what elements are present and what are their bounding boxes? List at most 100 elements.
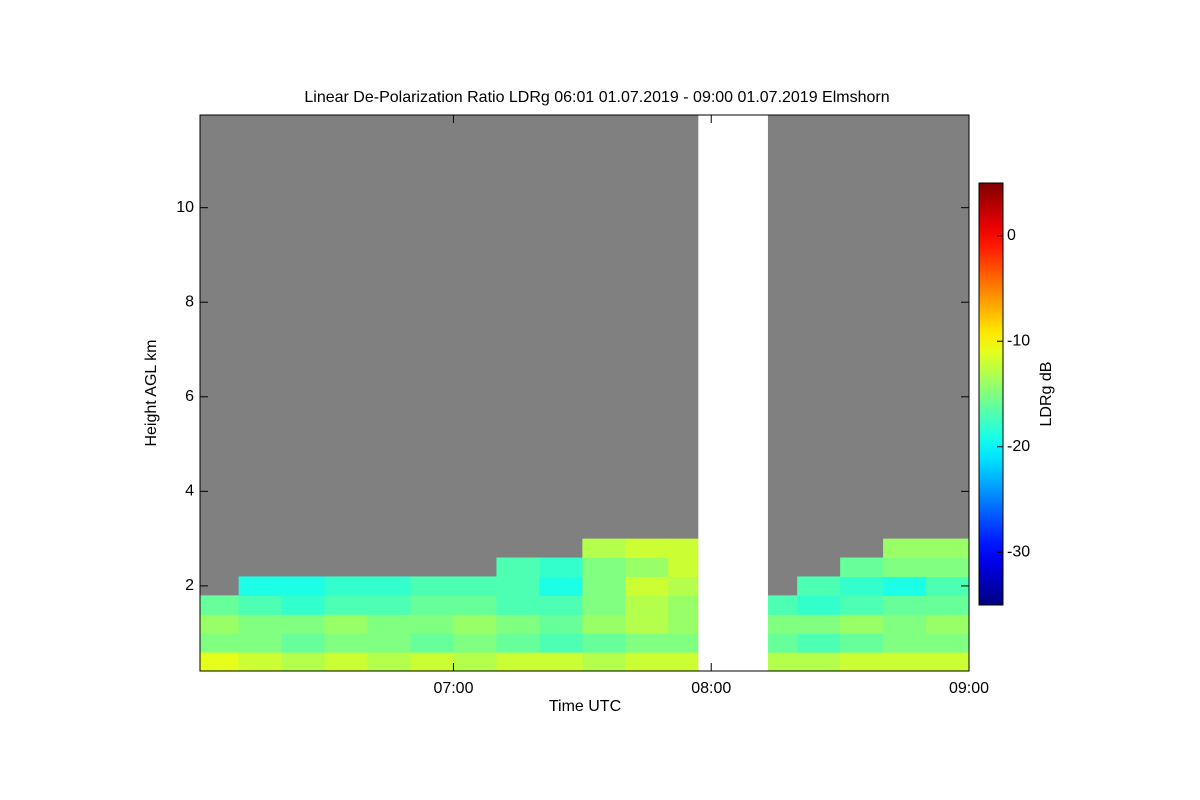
heatmap-cell bbox=[238, 633, 283, 653]
heatmap-cell bbox=[496, 576, 540, 596]
heatmap-cell bbox=[539, 652, 583, 672]
heatmap-cell bbox=[926, 538, 970, 559]
heatmap-cell bbox=[496, 614, 540, 634]
colorbar-tick-label: -20 bbox=[1007, 438, 1030, 455]
heatmap-cell bbox=[281, 633, 326, 653]
heatmap-cell bbox=[840, 614, 884, 634]
heatmap-cell bbox=[797, 576, 841, 596]
heatmap-cell bbox=[840, 576, 884, 596]
x-tick-label: 07:00 bbox=[433, 680, 473, 697]
heatmap-cell bbox=[625, 614, 669, 634]
heatmap-cell bbox=[496, 595, 540, 615]
heatmap-cell bbox=[883, 614, 927, 634]
heatmap-cell bbox=[367, 633, 411, 653]
heatmap-cell bbox=[200, 595, 240, 615]
heatmap-cell bbox=[539, 633, 583, 653]
heatmap-cell bbox=[496, 633, 540, 653]
heatmap-cell bbox=[453, 614, 497, 634]
heatmap-cell bbox=[281, 595, 326, 615]
heatmap-cell bbox=[410, 633, 454, 653]
heatmap-cell bbox=[539, 595, 583, 615]
heatmap-cell bbox=[539, 557, 583, 577]
heatmap-cell bbox=[883, 538, 927, 559]
heatmap-cell bbox=[840, 652, 884, 672]
colorbar-tick-label: 0 bbox=[1007, 227, 1016, 244]
heatmap-cell bbox=[324, 633, 369, 653]
x-tick-label: 09:00 bbox=[949, 680, 989, 697]
x-tick-label: 08:00 bbox=[691, 680, 731, 697]
heatmap-cell bbox=[410, 614, 454, 634]
heatmap-cell bbox=[238, 576, 283, 596]
heatmap-cell bbox=[453, 576, 497, 596]
heatmap-cell bbox=[797, 652, 841, 672]
heatmap-cell bbox=[281, 614, 326, 634]
heatmap-cell bbox=[582, 652, 626, 672]
y-tick-label: 4 bbox=[185, 483, 194, 500]
heatmap-cell bbox=[238, 614, 283, 634]
colorbar-tick-label: -10 bbox=[1007, 332, 1030, 349]
x-axis-label: Time UTC bbox=[549, 698, 621, 715]
heatmap-cell bbox=[238, 652, 283, 672]
heatmap-cell bbox=[625, 595, 669, 615]
heatmap-cell bbox=[926, 576, 970, 596]
heatmap-cell bbox=[410, 576, 454, 596]
heatmap-cell bbox=[883, 595, 927, 615]
heatmap-cell bbox=[926, 652, 970, 672]
heatmap-cell bbox=[281, 652, 326, 672]
heatmap-cell bbox=[200, 633, 240, 653]
heatmap-cell bbox=[324, 595, 369, 615]
heatmap-cell bbox=[324, 576, 369, 596]
heatmap-cell bbox=[840, 595, 884, 615]
heatmap-cell bbox=[840, 557, 884, 577]
heatmap-cell bbox=[926, 633, 970, 653]
heatmap-cell bbox=[797, 614, 841, 634]
heatmap-cell bbox=[539, 614, 583, 634]
chart-title: Linear De-Polarization Ratio LDRg 06:01 … bbox=[304, 89, 889, 106]
heatmap-cell bbox=[410, 595, 454, 615]
heatmap-cell bbox=[883, 557, 927, 577]
heatmap-cell bbox=[883, 652, 927, 672]
heatmap-cell bbox=[200, 652, 240, 672]
colorbar-label: LDRg dB bbox=[1038, 362, 1055, 427]
colorbar-tick-label: -30 bbox=[1007, 543, 1030, 560]
heatmap-cell bbox=[453, 633, 497, 653]
plot-frame bbox=[199, 114, 970, 672]
heatmap-cell bbox=[238, 595, 283, 615]
heatmap-cell bbox=[797, 595, 841, 615]
data-gap bbox=[698, 115, 768, 671]
heatmap-cell bbox=[496, 652, 540, 672]
heatmap-cell bbox=[582, 538, 626, 559]
y-tick-label: 6 bbox=[185, 388, 194, 405]
heatmap-cell bbox=[539, 576, 583, 596]
colorbar bbox=[978, 182, 1004, 606]
heatmap-cell bbox=[926, 557, 970, 577]
heatmap-cell bbox=[926, 614, 970, 634]
heatmap-cell bbox=[625, 557, 669, 577]
heatmap-cell bbox=[453, 652, 497, 672]
heatmap-cell bbox=[797, 633, 841, 653]
y-tick-label: 10 bbox=[176, 199, 194, 216]
y-tick-label: 2 bbox=[185, 577, 194, 594]
heatmap-cell bbox=[367, 595, 411, 615]
heatmap-cell bbox=[625, 538, 669, 559]
heatmap-cell bbox=[582, 576, 626, 596]
heatmap-cell bbox=[453, 595, 497, 615]
heatmap-cell bbox=[625, 576, 669, 596]
heatmap-cell bbox=[883, 576, 927, 596]
heatmap-cell bbox=[367, 652, 411, 672]
heatmap-cell bbox=[582, 557, 626, 577]
heatmap-cell bbox=[582, 614, 626, 634]
heatmap-cell bbox=[582, 595, 626, 615]
heatmap-cell bbox=[367, 614, 411, 634]
heatmap-cell bbox=[281, 576, 326, 596]
heatmap-cell bbox=[324, 652, 369, 672]
heatmap-cell bbox=[200, 614, 240, 634]
heatmap-cell bbox=[496, 557, 540, 577]
heatmap-cell bbox=[582, 633, 626, 653]
heatmap-cell bbox=[625, 633, 669, 653]
heatmap-cell bbox=[840, 633, 884, 653]
y-tick-label: 8 bbox=[185, 293, 194, 310]
heatmap-cell bbox=[324, 614, 369, 634]
